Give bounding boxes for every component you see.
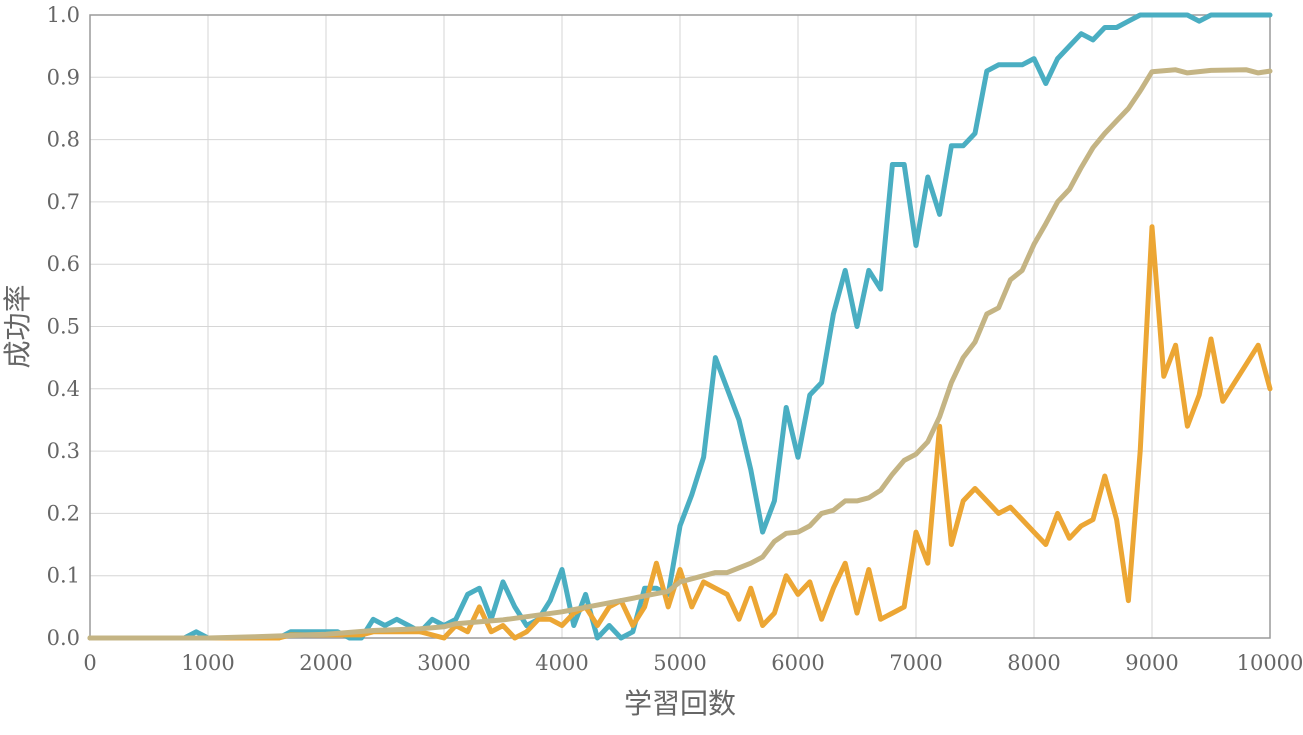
- y-tick-label: 0.5: [47, 315, 80, 339]
- y-axis-tick-labels: 0.0 0.1 0.2 0.3 0.4 0.5 0.6 0.7 0.8 0.9 1.0: [47, 3, 80, 650]
- x-tick-label: 4000: [535, 651, 588, 675]
- x-tick-label: 7000: [889, 651, 942, 675]
- y-tick-label: 0.3: [47, 439, 80, 463]
- plot-area-frame: [89, 14, 1271, 639]
- y-tick-label: 0.6: [47, 252, 80, 276]
- series-line-2: [87, 224, 1273, 641]
- x-tick-label: 6000: [771, 651, 824, 675]
- series-line-3: [87, 67, 1273, 641]
- x-axis-tick-labels: 0 1000 2000 3000 4000 5000 6000 7000 8000 9000 100…: [83, 651, 1303, 675]
- x-tick-label: 5000: [653, 651, 706, 675]
- y-tick-label: 0.7: [47, 190, 80, 214]
- x-tick-label: 1000: [181, 651, 234, 675]
- y-tick-label: 0.0: [47, 626, 80, 650]
- x-axis-title: 学習回数: [624, 687, 736, 720]
- x-tick-label: 2000: [299, 651, 352, 675]
- y-tick-label: 0.8: [47, 128, 80, 152]
- y-tick-label: 0.1: [47, 564, 80, 588]
- y-axis-title: 成功率: [1, 284, 34, 368]
- y-tick-label: 1.0: [47, 3, 80, 27]
- x-tick-label: 0: [83, 651, 96, 675]
- y-tick-label: 0.9: [47, 65, 80, 89]
- x-tick-label: 9000: [1125, 651, 1178, 675]
- x-tick-label: 8000: [1007, 651, 1060, 675]
- series-layer: [87, 12, 1273, 641]
- x-tick-label: 3000: [417, 651, 470, 675]
- grid-lines: [89, 14, 1271, 639]
- y-tick-label: 0.2: [47, 501, 80, 525]
- y-tick-label: 0.4: [47, 377, 80, 401]
- x-tick-label: 10000: [1237, 651, 1303, 675]
